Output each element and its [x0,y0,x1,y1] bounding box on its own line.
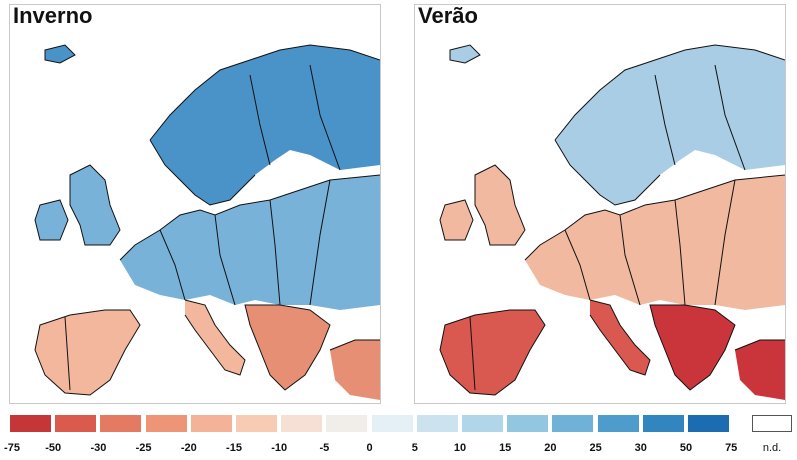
legend-tick-label: -50 [45,442,62,454]
legend-swatch [281,415,323,432]
legend-tick-label: 75 [725,442,738,454]
land-britain [70,165,120,245]
land-iberia [35,310,140,395]
color-legend: -75 -50 -30 -25 -20 -15 -10 -5 0 5 10 15 20 25 30 50 75 n… [0,412,797,460]
map-panel-winter: Inverno [9,4,381,404]
legend-tick-label: -10 [271,442,288,454]
legend-tick-label: 5 [411,442,418,454]
legend-tick-label: -15 [226,442,242,454]
land-britain [475,165,525,245]
legend-tick-label: 25 [589,442,602,454]
legend-swatch [688,415,729,432]
legend-swatch [190,415,232,432]
map-winter [10,5,380,403]
land-scandinavia [150,45,380,205]
land-ireland [440,200,473,240]
map-summer [415,5,785,403]
legend-tick-label: 0 [366,442,373,454]
country-borders [34,44,380,396]
legend-tick-label: 30 [634,442,647,454]
legend-swatch [462,415,503,432]
legend-tick-label: -5 [319,442,330,454]
legend-swatch [507,415,549,432]
legend-swatch [326,415,368,432]
legend-tick-label: 20 [544,442,557,454]
map-panel-summer: Verão [414,4,786,404]
legend-swatch [55,415,97,432]
country-borders [439,44,785,396]
land-iberia [440,310,545,395]
land-scandinavia [555,45,785,205]
legend-tick-label: -25 [135,442,152,454]
legend-nodata-label: n.d. [762,442,782,454]
legend-swatch [236,415,277,432]
legend-swatch [145,415,187,432]
legend-swatch [371,415,413,432]
legend-tick-label: -30 [90,442,107,454]
land-ireland [35,200,68,240]
legend-tick-label: 10 [453,442,467,454]
legend-tick-label: 15 [499,442,512,454]
legend-tick-label: -20 [180,442,197,454]
land-italy [590,300,650,375]
legend-swatch [552,415,594,432]
panel-title-summer: Verão [418,4,478,28]
legend-swatch [597,415,639,432]
land-central-europe [525,175,785,310]
legend-nodata-swatch [752,415,792,432]
land-anatolia [735,340,785,400]
legend-tick-label: -75 [4,442,20,454]
legend-tick-label: 50 [679,442,693,454]
land-anatolia [330,340,380,400]
legend-swatch [10,415,51,432]
legend-swatch [416,415,458,432]
land-italy [185,300,245,375]
legend-swatch [100,415,142,432]
land-central-europe [120,175,380,310]
panel-title-winter: Inverno [13,4,93,28]
legend-swatch [642,415,684,432]
